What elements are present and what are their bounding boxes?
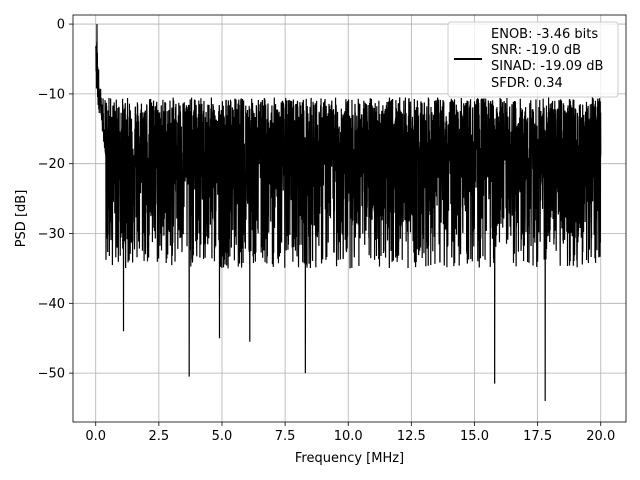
legend-sinad: SINAD: -19.09 dB — [491, 59, 603, 74]
plot-frame — [72, 14, 627, 423]
x-tick-label: 5.0 — [212, 429, 233, 444]
x-tick-label: 17.5 — [523, 429, 552, 444]
x-tick-label: 15.0 — [460, 429, 489, 444]
y-tick-label: −40 — [38, 297, 65, 312]
x-axis-ticks: 0.0 2.5 5.0 7.5 10.0 12.5 15.0 17.5 20.0 — [85, 422, 615, 444]
x-tick-label: 7.5 — [275, 429, 296, 444]
legend-enob: ENOB: -3.46 bits — [491, 27, 598, 42]
x-tick-label: 12.5 — [397, 429, 426, 444]
psd-series — [95, 24, 602, 402]
y-tick-label: −10 — [38, 87, 65, 102]
x-axis-label: Frequency [MHz] — [295, 451, 404, 466]
y-axis-label: PSD [dB] — [14, 190, 29, 248]
x-tick-label: 20.0 — [586, 429, 615, 444]
legend-box — [447, 21, 619, 98]
legend-sfdr: SFDR: 0.34 — [491, 76, 563, 91]
legend: ENOB: -3.46 bits SNR: -19.0 dB SINAD: -1… — [447, 21, 619, 98]
y-tick-label: −20 — [38, 157, 65, 172]
x-tick-label: 2.5 — [149, 429, 170, 444]
x-tick-label: 0.0 — [85, 429, 106, 444]
legend-snr: SNR: -19.0 dB — [491, 43, 581, 58]
y-tick-label: −30 — [38, 227, 65, 242]
y-axis-ticks: 0 −10 −20 −30 −40 −50 — [38, 18, 73, 382]
y-tick-label: −50 — [38, 367, 65, 382]
psd-line — [95, 24, 602, 402]
x-tick-label: 10.0 — [334, 429, 363, 444]
y-tick-label: 0 — [57, 18, 65, 33]
